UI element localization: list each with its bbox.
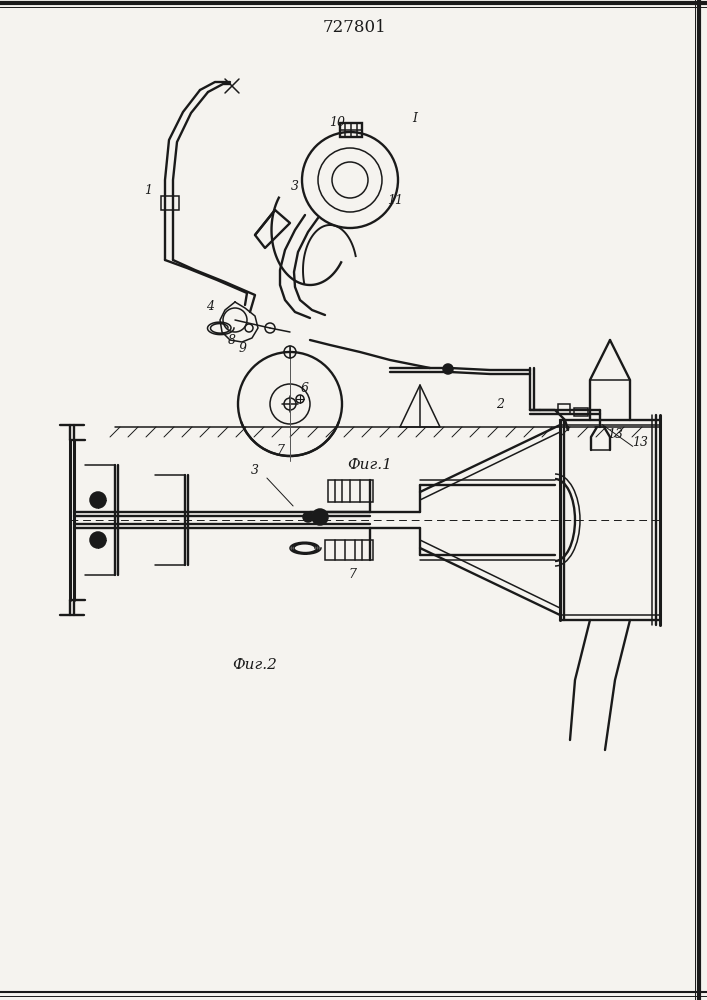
Text: 4: 4 [206, 300, 214, 314]
Text: 9: 9 [239, 342, 247, 355]
Text: 727801: 727801 [323, 19, 387, 36]
Wedge shape [241, 404, 339, 456]
Text: 11: 11 [387, 194, 403, 207]
Circle shape [90, 532, 106, 548]
Text: 8: 8 [228, 334, 236, 347]
Text: 7: 7 [276, 444, 284, 456]
Text: 10: 10 [329, 115, 345, 128]
Text: 3: 3 [291, 180, 299, 194]
Bar [340, 123, 362, 137]
Circle shape [90, 492, 106, 508]
Text: 13: 13 [607, 428, 623, 442]
Text: 7: 7 [348, 568, 356, 582]
Bar [558, 404, 570, 414]
Circle shape [312, 509, 328, 525]
Text: I: I [412, 111, 418, 124]
Text: Фиг.2: Фиг.2 [233, 658, 277, 672]
Bar [574, 408, 588, 416]
Text: 3: 3 [251, 464, 259, 477]
Bar [328, 480, 373, 502]
Text: 1: 1 [144, 184, 152, 196]
Bar [161, 196, 179, 210]
Text: 2: 2 [496, 398, 504, 412]
Circle shape [443, 364, 453, 374]
Text: 6: 6 [301, 381, 309, 394]
Bar [325, 540, 373, 560]
Circle shape [303, 512, 313, 522]
Text: Фиг.1: Фиг.1 [348, 458, 392, 472]
Text: 13: 13 [632, 436, 648, 448]
